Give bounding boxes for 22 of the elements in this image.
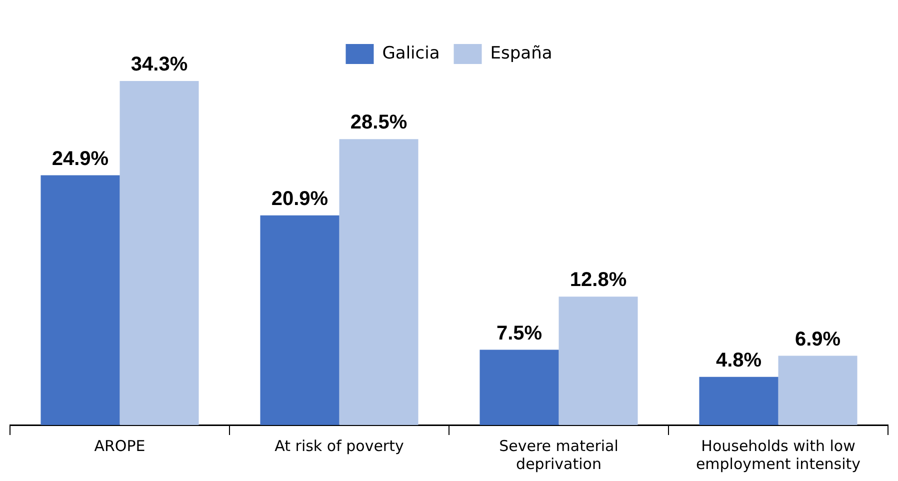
bar bbox=[699, 376, 778, 425]
data-label: 6.9% bbox=[794, 328, 841, 350]
bar bbox=[778, 356, 858, 425]
data-label: 7.5% bbox=[496, 322, 542, 344]
data-label: 34.3% bbox=[130, 54, 188, 76]
legend-label: España bbox=[490, 43, 552, 64]
data-label: 28.5% bbox=[350, 112, 408, 134]
data-label: 4.8% bbox=[716, 349, 762, 372]
bar bbox=[558, 296, 638, 425]
x-tick-label: At risk of poverty bbox=[274, 436, 404, 455]
bar bbox=[120, 81, 199, 425]
data-label: 20.9% bbox=[271, 188, 328, 210]
data-label: 24.9% bbox=[52, 148, 109, 170]
x-tick-label: Households with low employment intensity bbox=[696, 436, 861, 473]
bar bbox=[40, 175, 120, 425]
bar bbox=[260, 215, 340, 425]
legend-label: Galicia bbox=[382, 43, 440, 64]
x-tick-label: AROPE bbox=[94, 436, 146, 455]
bar bbox=[480, 350, 559, 425]
bar bbox=[339, 139, 418, 425]
data-label: 12.8% bbox=[570, 269, 627, 292]
x-tick-label: Severe material deprivation bbox=[499, 436, 618, 473]
